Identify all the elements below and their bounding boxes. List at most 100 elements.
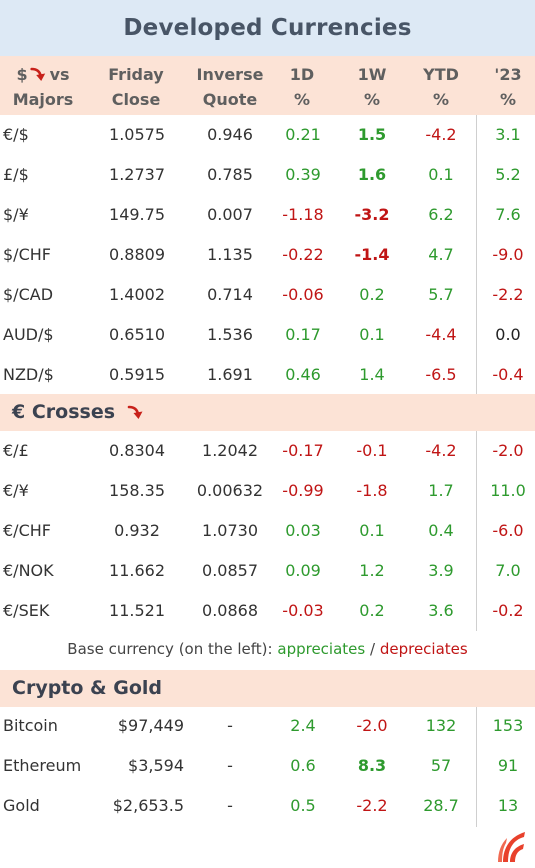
header-23-line1: '23 [494, 65, 522, 84]
cell-23: 7.0 [495, 561, 521, 580]
cell-1w: -3.2 [354, 205, 390, 224]
crypto-title: Crypto & Gold [12, 677, 162, 699]
cell-close: 0.5915 [109, 365, 165, 384]
cell-ytd: 132 [425, 716, 457, 735]
cell-inverse: 0.007 [207, 205, 253, 224]
table-row: NZD/$ 0.5915 1.691 0.46 1.4 -6.5 -0.4 [0, 355, 535, 395]
table-header: $ vs Majors Friday Close Inverse Quote 1D… [0, 56, 535, 115]
table-row: €/$ 1.0575 0.946 0.21 1.5 -4.2 3.1 [0, 115, 535, 155]
cell-1w: 1.2 [359, 561, 385, 580]
cell-ytd: 57 [430, 756, 452, 775]
column-divider [476, 431, 477, 631]
cell-pair: AUD/$ [3, 325, 54, 344]
table-row: €/NOK 11.662 0.0857 0.09 1.2 3.9 7.0 [0, 551, 535, 591]
cell-ytd: 1.7 [428, 481, 454, 500]
table-row: Gold $2,653.5 - 0.5 -2.2 28.7 13 [0, 786, 535, 826]
cell-23: 0.0 [495, 325, 521, 344]
cell-pair: $/CHF [3, 245, 51, 264]
cell-inverse: 0.0857 [202, 561, 258, 580]
cell-23: -0.4 [492, 365, 524, 384]
cell-1d: 0.21 [285, 125, 321, 144]
header-1w-line1: 1W [357, 65, 387, 84]
color-legend: Base currency (on the left): appreciates… [0, 636, 535, 662]
cell-1d: 0.09 [285, 561, 321, 580]
cell-close: $97,449 [117, 716, 184, 735]
legend-appreciates: appreciates [277, 640, 366, 658]
cell-1w: 1.4 [359, 365, 385, 384]
cell-inverse: 1.691 [207, 365, 253, 384]
cell-1d: 0.17 [285, 325, 321, 344]
cell-1d: -0.99 [282, 481, 324, 500]
cell-inverse: - [227, 796, 233, 815]
cell-1w: -1.4 [354, 245, 390, 264]
table-row: $/¥ 149.75 0.007 -1.18 -3.2 6.2 7.6 [0, 195, 535, 235]
cell-23: -0.2 [492, 601, 524, 620]
cell-1w: -1.8 [356, 481, 388, 500]
cell-ytd: 5.7 [428, 285, 454, 304]
cell-close: 0.8809 [109, 245, 165, 264]
cell-pair: £/$ [3, 165, 29, 184]
cell-1w: 0.2 [359, 601, 385, 620]
cell-23: 13 [497, 796, 519, 815]
table-row: AUD/$ 0.6510 1.536 0.17 0.1 -4.4 0.0 [0, 315, 535, 355]
cell-inverse: 1.2042 [202, 441, 258, 460]
legend-depreciates: depreciates [379, 640, 468, 658]
table-row: $/CAD 1.4002 0.714 -0.06 0.2 5.7 -2.2 [0, 275, 535, 315]
page-title: Developed Currencies [123, 15, 412, 41]
cell-ytd: -4.2 [425, 125, 457, 144]
cell-ytd: -6.5 [425, 365, 457, 384]
cell-inverse: 0.785 [207, 165, 253, 184]
cell-inverse: 0.946 [207, 125, 253, 144]
cell-close: 0.6510 [109, 325, 165, 344]
header-inverse-line1: Inverse [196, 65, 264, 84]
header-inverse: Inverse Quote [197, 62, 264, 112]
table-row: €/CHF 0.932 1.0730 0.03 0.1 0.4 -6.0 [0, 511, 535, 551]
cell-inverse: 1.0730 [202, 521, 258, 540]
cell-close: 11.521 [109, 601, 165, 620]
cell-23: -9.0 [492, 245, 524, 264]
cell-ytd: 0.4 [428, 521, 454, 540]
header-close: Friday Close [108, 62, 163, 112]
red-curved-down-arrow-icon [127, 405, 143, 419]
header-close-line1: Friday [108, 65, 164, 84]
header-1d-line1: 1D [289, 65, 315, 84]
cell-inverse: - [227, 716, 233, 735]
header-pair: $ vs Majors [13, 62, 74, 112]
cell-1d: 0.39 [285, 165, 321, 184]
cell-1w: -2.2 [356, 796, 388, 815]
cell-close: 0.8304 [109, 441, 165, 460]
cell-close: 1.0575 [109, 125, 165, 144]
cell-ytd: 6.2 [428, 205, 454, 224]
column-divider [476, 115, 477, 394]
cell-1w: 0.2 [359, 285, 385, 304]
red-curved-down-arrow-icon [30, 67, 46, 81]
cell-pair: €/£ [3, 441, 29, 460]
cell-23: 3.1 [495, 125, 521, 144]
cell-23: -2.0 [492, 441, 524, 460]
cell-pair: €/NOK [3, 561, 54, 580]
cell-pair: €/CHF [3, 521, 51, 540]
header-ytd: YTD % [423, 62, 459, 112]
cell-close: $2,653.5 [112, 796, 184, 815]
title-bar: Developed Currencies [0, 0, 535, 56]
cell-inverse: 1.135 [207, 245, 253, 264]
cell-1w: 0.1 [359, 521, 385, 540]
table-row: €/¥ 158.35 0.00632 -0.99 -1.8 1.7 11.0 [0, 471, 535, 511]
cell-pair: €/¥ [3, 481, 29, 500]
table-row: £/$ 1.2737 0.785 0.39 1.6 0.1 5.2 [0, 155, 535, 195]
cell-pair: Gold [3, 796, 40, 815]
header-1w: 1W % [358, 62, 387, 112]
cell-1d: 0.03 [285, 521, 321, 540]
crosses-section-header: € Crosses [0, 394, 535, 431]
cell-1d: 0.6 [290, 756, 316, 775]
cell-ytd: -4.2 [425, 441, 457, 460]
cell-close: 11.662 [109, 561, 165, 580]
header-pair-symbol: $ [16, 65, 28, 84]
cell-1d: 0.5 [290, 796, 316, 815]
legend-separator: / [370, 640, 376, 658]
header-1w-line2: % [363, 90, 381, 109]
cell-1w: -2.0 [356, 716, 388, 735]
table-row: Bitcoin $97,449 - 2.4 -2.0 132 153 [0, 706, 535, 746]
cell-close: 1.2737 [109, 165, 165, 184]
cell-23: 153 [492, 716, 524, 735]
